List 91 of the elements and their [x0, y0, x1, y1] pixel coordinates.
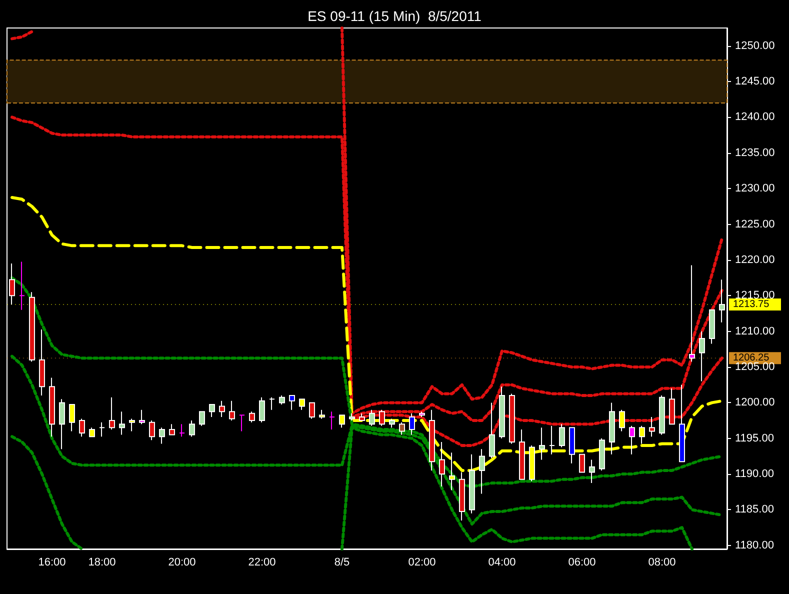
y-tick-label: 1190.00: [735, 468, 774, 480]
candlestick: [719, 279, 725, 323]
candlestick: [479, 448, 485, 494]
candlestick: [189, 420, 195, 438]
y-tick-label: 1185.00: [735, 504, 774, 516]
candlestick: [409, 412, 415, 436]
y-tick-label: 1205.00: [735, 361, 775, 374]
candlestick: [399, 422, 405, 436]
candlestick: [589, 459, 595, 484]
candlestick: [59, 398, 65, 450]
x-tick-label: 02:00: [408, 556, 436, 568]
candlestick: [509, 393, 515, 444]
candlestick: [279, 395, 285, 405]
x-tick-label: 16:00: [38, 556, 66, 568]
y-tick-label: 1250.00: [735, 40, 775, 52]
x-tick-label: 08:00: [648, 556, 676, 568]
candlestick: [649, 416, 655, 438]
candlestick: [109, 396, 115, 430]
candlestick: [39, 329, 45, 396]
candlestick: [179, 424, 185, 438]
candlestick: [459, 472, 465, 521]
candlestick: [29, 292, 35, 362]
candlestick: [79, 418, 85, 438]
candlestick: [539, 427, 545, 460]
candlestick: [259, 396, 265, 423]
candlestick: [499, 386, 505, 439]
ref-line-label: 1213.75: [733, 299, 770, 310]
candlestick: [169, 424, 175, 436]
candlestick: [289, 395, 295, 410]
x-tick-label: 22:00: [248, 556, 276, 568]
candlestick: [309, 402, 315, 420]
candlestick: [709, 309, 715, 344]
candlestick: [149, 420, 155, 441]
y-tick-label: 1195.00: [735, 432, 774, 444]
candlestick: [159, 427, 165, 444]
candlestick: [619, 409, 625, 432]
candlestick: [209, 404, 215, 418]
candlestick: [699, 330, 705, 382]
candlestick: [129, 418, 135, 432]
y-tick-label: 1180.00: [735, 539, 774, 552]
x-tick-label: 18:00: [88, 556, 116, 568]
candlestick: [89, 427, 95, 438]
candlestick: [319, 409, 325, 420]
candlestick: [119, 411, 125, 436]
y-tick-label: 1225.00: [735, 218, 775, 230]
candlestick: [679, 384, 685, 462]
candlestick: [469, 454, 475, 514]
candlestick: [329, 411, 335, 430]
candlestick: [579, 454, 585, 473]
candlestick: [629, 425, 635, 455]
candlestick: [369, 409, 375, 426]
candlestick: [69, 404, 75, 432]
candlestick: [229, 400, 235, 422]
candlestick: [519, 428, 525, 480]
candlestick: [139, 409, 145, 425]
y-tick-label: 1235.00: [735, 146, 775, 159]
x-tick-label: 04:00: [488, 556, 516, 568]
candlestick: [99, 422, 105, 438]
candlestick: [9, 263, 15, 306]
candlestick: [439, 441, 445, 488]
candlestick: [689, 264, 695, 362]
chart-title: ES 09-11 (15 Min) 8/5/2011: [308, 8, 482, 24]
x-tick-label: 06:00: [568, 556, 596, 568]
candlestick: [239, 414, 245, 432]
candlestick: [349, 412, 355, 422]
candlestick: [49, 377, 55, 438]
candlestick: [19, 261, 25, 310]
candlestick: [249, 411, 255, 423]
candlestick: [609, 402, 615, 455]
candlestick: [299, 398, 305, 410]
candlestick: [489, 402, 495, 459]
candlestick: [639, 425, 645, 444]
candlestick: [659, 395, 665, 436]
y-tick-label: 1245.00: [735, 76, 775, 88]
candlestick: [269, 396, 275, 410]
candlestick: [339, 414, 345, 428]
candlestick: [419, 411, 425, 418]
candlestick: [549, 425, 555, 455]
y-tick-label: 1230.00: [735, 182, 775, 195]
candlestick: [219, 400, 225, 418]
y-tick-label: 1240.00: [735, 111, 775, 124]
candlestick: [199, 411, 205, 426]
candlestick: [389, 418, 395, 428]
y-tick-label: 1220.00: [735, 254, 775, 266]
candlestick: [599, 438, 605, 471]
candlestick: [569, 427, 575, 464]
x-tick-label: 8/5: [334, 556, 350, 568]
x-tick-label: 20:00: [168, 556, 196, 568]
y-tick-label: 1200.00: [735, 396, 775, 409]
candlestick: [559, 424, 565, 448]
y-tick-label: 1210.00: [735, 325, 775, 338]
